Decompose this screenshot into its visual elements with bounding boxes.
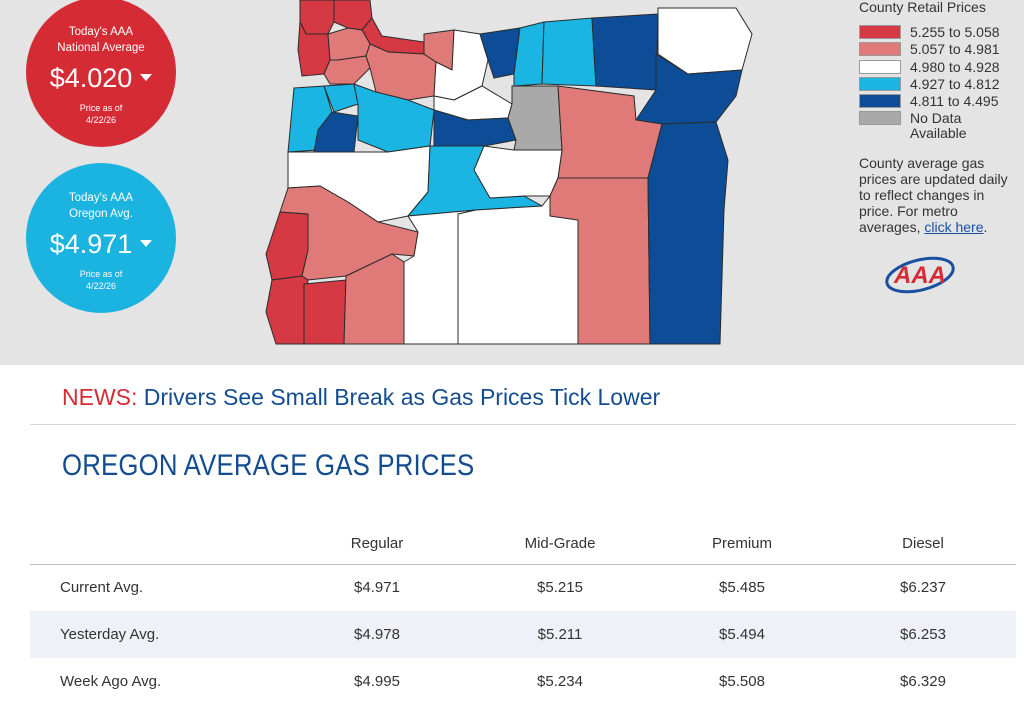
legend-swatch — [859, 77, 901, 91]
county-umatilla[interactable] — [541, 17, 597, 87]
legend-swatch — [859, 42, 901, 56]
legend-title: County Retail Prices — [859, 0, 986, 15]
county-yamhill[interactable] — [323, 55, 371, 85]
cell-value: $6.329 — [900, 673, 946, 690]
cell-value: $4.995 — [354, 673, 400, 690]
oregon-average-price[interactable]: $4.971 — [26, 229, 176, 259]
news-headline-link[interactable]: Drivers See Small Break as Gas Prices Ti… — [143, 384, 661, 410]
cell-value: $5.234 — [537, 673, 583, 690]
national-asof-label: Price as of — [79, 103, 123, 113]
column-header-label: Regular — [350, 535, 404, 552]
legend-item-label: 5.057 to 4.981 — [910, 41, 1000, 57]
national-average-price[interactable]: $4.020 — [26, 63, 176, 93]
legend-item-label: 5.255 to 5.058 — [910, 24, 1000, 40]
county-gilliam[interactable] — [479, 27, 521, 79]
metro-averages-link[interactable]: click here — [924, 219, 984, 235]
national-asof-date: 4/22/26 — [85, 115, 117, 125]
row-label: Current Avg. — [60, 579, 144, 596]
row-label: Yesterday Avg. — [60, 626, 160, 643]
aaa-logo: AAA — [885, 256, 955, 294]
county-josephine[interactable] — [303, 279, 347, 345]
column-header-label: Premium — [711, 535, 773, 552]
oregon-county-map[interactable] — [258, 0, 758, 350]
table-row: Current Avg. $4.971 $5.215 $5.485 $6.237 — [30, 564, 1016, 611]
county-malheur[interactable] — [647, 121, 729, 345]
legend-item-label: 4.811 to 4.495 — [910, 93, 999, 109]
county-morrow[interactable] — [513, 21, 545, 87]
county-clatsop[interactable] — [299, 0, 335, 35]
national-average-badge[interactable]: Today's AAA National Average $4.020 Pric… — [26, 0, 176, 147]
table-row: Yesterday Avg. $4.978 $5.211 $5.494 $6.2… — [30, 611, 1016, 658]
national-price-value: $4.020 — [49, 63, 133, 93]
column-header-label: Mid-Grade — [524, 535, 596, 552]
legend-item-label-line2: Available — [910, 125, 967, 141]
county-clackamas[interactable] — [365, 43, 437, 101]
oregon-price-value: $4.971 — [49, 229, 133, 259]
county-union[interactable] — [591, 13, 659, 91]
cell-value: $5.211 — [537, 626, 583, 643]
county-curry[interactable] — [265, 275, 309, 345]
column-header-label: Diesel — [902, 535, 944, 552]
legend-swatch — [859, 94, 901, 108]
row-label: Week Ago Avg. — [60, 673, 162, 690]
cell-value: $5.508 — [719, 673, 765, 690]
county-lake[interactable] — [457, 194, 579, 345]
cell-value: $5.485 — [719, 579, 765, 596]
legend-note-end: . — [983, 219, 988, 235]
county-washington[interactable] — [327, 27, 371, 61]
county-harney[interactable] — [549, 177, 651, 345]
divider — [30, 424, 1016, 425]
section-title: OREGON AVERAGE GAS PRICES — [62, 449, 475, 482]
legend-swatch — [859, 111, 901, 125]
news-label: NEWS: — [62, 384, 138, 410]
cell-value: $4.971 — [354, 579, 400, 596]
county-grant[interactable] — [557, 85, 663, 179]
aaa-logo-text: AAA — [893, 262, 946, 289]
oregon-average-badge[interactable]: Today's AAA Oregon Avg. $4.971 Price as … — [26, 163, 176, 313]
legend-item-label: No Data — [910, 110, 962, 126]
oregon-badge-line1: Today's AAA — [68, 192, 134, 204]
oregon-asof-date: 4/22/26 — [85, 281, 117, 291]
table-row: Week Ago Avg. $4.995 $5.234 $5.508 $6.32… — [30, 658, 1016, 705]
cell-value: $5.215 — [537, 579, 583, 596]
caret-down-icon[interactable] — [140, 74, 153, 82]
legend-note-text: County average gas prices are updated da… — [859, 155, 1008, 235]
table-header-row: Regular Mid-Grade Premium Diesel — [30, 522, 1016, 565]
county-coos[interactable] — [265, 211, 309, 281]
legend-swatch — [859, 25, 901, 39]
cell-value: $4.978 — [354, 626, 400, 643]
cell-value: $5.494 — [719, 626, 765, 643]
county-crook[interactable] — [473, 145, 563, 199]
news-banner: NEWS: Drivers See Small Break as Gas Pri… — [62, 384, 660, 411]
legend-item-label: 4.980 to 4.928 — [910, 59, 1000, 75]
cell-value: $6.237 — [900, 579, 946, 596]
oregon-asof-label: Price as of — [79, 269, 123, 279]
oregon-badge-line2: Oregon Avg. — [69, 208, 133, 220]
legend-item-label: 4.927 to 4.812 — [910, 76, 1000, 92]
caret-down-icon[interactable] — [140, 240, 153, 248]
legend-swatch — [859, 60, 901, 74]
national-badge-line2: National Average — [57, 42, 145, 54]
national-badge-line1: Today's AAA — [68, 26, 134, 38]
cell-value: $6.253 — [900, 626, 946, 643]
legend-note: County average gas prices are updated da… — [859, 155, 1021, 235]
county-wheeler[interactable] — [507, 85, 563, 151]
